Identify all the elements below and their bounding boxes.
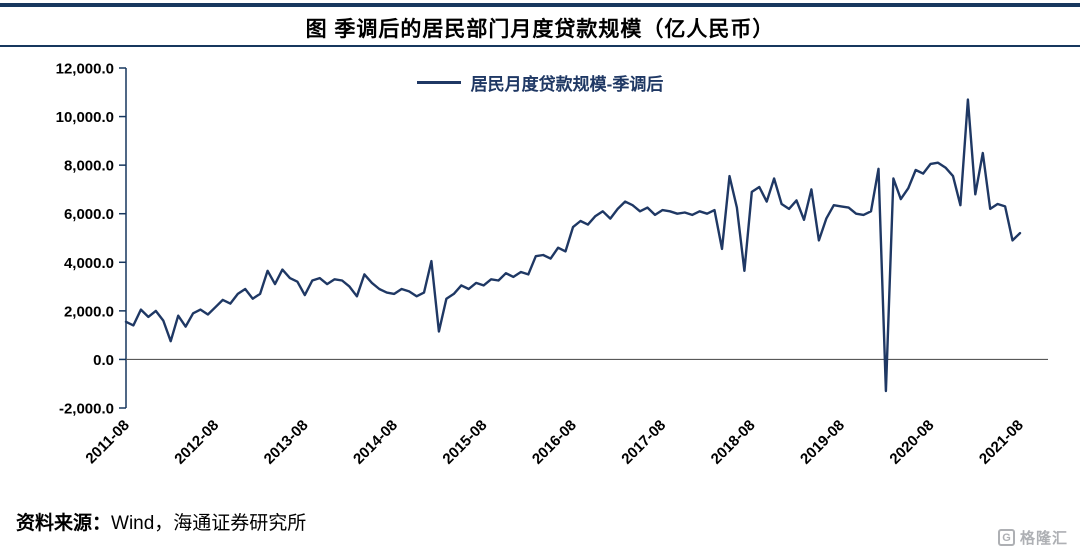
x-axis-label: 2015-08 [439, 417, 490, 468]
y-axis-label: 12,000.0 [56, 61, 114, 78]
y-axis-label: 10,000.0 [56, 109, 114, 126]
x-axis-label: 2019-08 [797, 417, 848, 468]
x-axis-label: 2014-08 [350, 417, 401, 468]
x-axis-label: 2017-08 [618, 417, 669, 468]
y-axis-label: -2,000.0 [59, 401, 114, 418]
y-axis-label: 4,000.0 [64, 255, 114, 272]
gelonghui-logo: G 格隆汇 [997, 527, 1068, 548]
source-text: Wind，海通证券研究所 [111, 513, 307, 534]
x-axis-label: 2020-08 [886, 417, 937, 468]
gelonghui-logo-text: 格隆汇 [1019, 530, 1068, 547]
x-axis-label: 2013-08 [261, 417, 312, 468]
chart-title: 图 季调后的居民部门月度贷款规模（亿人民币） [305, 18, 775, 41]
x-axis-label: 2018-08 [708, 417, 759, 468]
top-rule [0, 3, 1080, 7]
y-axis-label: 8,000.0 [64, 158, 114, 175]
gelonghui-logo-icon: G [997, 529, 1015, 546]
title-rule [0, 45, 1080, 47]
x-axis-label: 2012-08 [171, 417, 222, 468]
loan-line-chart: -2,000.0 0.0 2,000.0 4,000.0 6,000.0 8,000.0 1… [56, 61, 1048, 468]
chart-area: -2,000.0 0.0 2,000.0 4,000.0 6,000.0 8,000.0 1… [0, 50, 1080, 495]
source-label: 资料来源： [16, 513, 112, 534]
y-axis-label: 2,000.0 [64, 303, 114, 320]
y-axis-label: 6,000.0 [64, 206, 114, 223]
x-axis-label: 2016-08 [529, 417, 580, 468]
x-axis-label: 2011-08 [82, 417, 132, 467]
y-axis-label: 0.0 [93, 352, 114, 369]
x-axis-label: 2021-08 [976, 417, 1027, 468]
source-note: 资料来源：Wind，海通证券研究所 [16, 508, 306, 535]
series-line [124, 98, 1022, 393]
